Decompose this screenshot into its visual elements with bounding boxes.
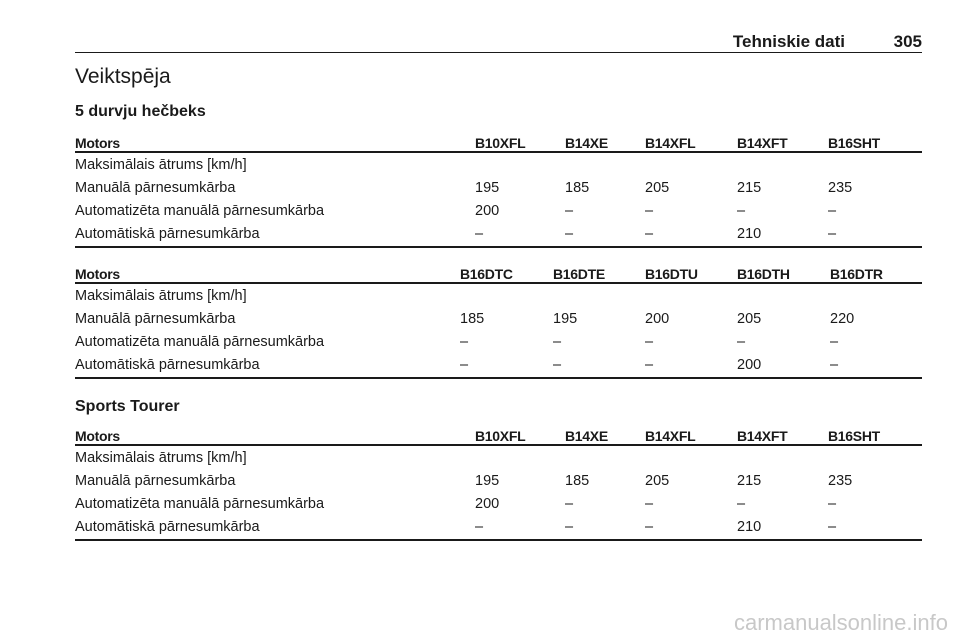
table-cell: – <box>553 334 562 350</box>
table-cell: Manuālā pārnesumkārba <box>75 180 236 196</box>
table-cell: 210 <box>737 519 762 535</box>
table-cell: Automātiskā pārnesumkārba <box>75 519 260 535</box>
table-cell: 215 <box>737 473 762 489</box>
table-cell: Automatizēta manuālā pārnesumkārba <box>75 334 325 350</box>
section-title: 5 durvju hečbeks <box>75 103 206 120</box>
table-cell: – <box>645 203 654 219</box>
table-cell: 205 <box>645 180 670 196</box>
table-cell: – <box>645 519 654 535</box>
table-header-cell: B14XFT <box>737 135 788 151</box>
table-header-cell: B16DTC <box>460 266 513 282</box>
table-cell: 210 <box>737 226 762 242</box>
table-cell: – <box>565 226 574 242</box>
table-header-cell: B16SHT <box>828 428 880 444</box>
table-cell: 200 <box>475 203 500 219</box>
page-number: 305 <box>893 32 922 51</box>
table-cell: 185 <box>460 311 485 327</box>
table-bottom-rule <box>75 539 922 541</box>
table-cell: Automatizēta manuālā pārnesumkārba <box>75 203 325 219</box>
table-header-cell: B10XFL <box>475 135 526 151</box>
table-cell: – <box>737 496 746 512</box>
table-cell: – <box>737 334 746 350</box>
table-header-cell: B14XFT <box>737 428 788 444</box>
table-header-cell: Motors <box>75 135 120 151</box>
header-title: Tehniskie dati <box>732 32 845 51</box>
table-bottom-rule <box>75 246 922 248</box>
table-cell: – <box>565 203 574 219</box>
table-cell: Maksimālais ātrums [km/h] <box>75 450 247 466</box>
table-cell: – <box>565 519 574 535</box>
table-cell: – <box>475 519 484 535</box>
header-rule <box>75 52 922 53</box>
table-cell: – <box>828 496 837 512</box>
table-cell: – <box>460 357 469 373</box>
table-cell: 200 <box>475 496 500 512</box>
table-cell: – <box>830 357 839 373</box>
watermark: carmanualsonline.info <box>733 610 948 635</box>
table-header-cell: B16DTR <box>830 266 883 282</box>
table-cell: 200 <box>737 357 762 373</box>
table-cell: 215 <box>737 180 762 196</box>
table-header-rule <box>75 151 922 153</box>
table-cell: 205 <box>737 311 762 327</box>
table-header-cell: B16DTU <box>645 266 698 282</box>
page-title: Veiktspēja <box>75 65 171 88</box>
table-cell: 220 <box>830 311 855 327</box>
table-cell: 185 <box>565 473 590 489</box>
table-cell: – <box>828 519 837 535</box>
table-cell: – <box>830 334 839 350</box>
table-cell: 200 <box>645 311 670 327</box>
table-cell: Manuālā pārnesumkārba <box>75 311 236 327</box>
table-cell: – <box>645 334 654 350</box>
table-header-cell: B16SHT <box>828 135 880 151</box>
table-cell: Manuālā pārnesumkārba <box>75 473 236 489</box>
table-header-cell: B14XE <box>565 428 608 444</box>
table-cell: 185 <box>565 180 590 196</box>
table-header-cell: B16DTE <box>553 266 605 282</box>
table-cell: – <box>828 203 837 219</box>
table-cell: – <box>737 203 746 219</box>
table-header-cell: Motors <box>75 266 120 282</box>
table-header-rule <box>75 444 922 446</box>
table-cell: 195 <box>475 180 500 196</box>
table-cell: – <box>828 226 837 242</box>
table-header-rule <box>75 282 922 284</box>
table-cell: – <box>565 496 574 512</box>
table-cell: Maksimālais ātrums [km/h] <box>75 288 247 304</box>
table-cell: 195 <box>475 473 500 489</box>
table-cell: – <box>475 226 484 242</box>
table-cell: 205 <box>645 473 670 489</box>
table-header-cell: B14XE <box>565 135 608 151</box>
table-bottom-rule <box>75 377 922 379</box>
table-cell: – <box>460 334 469 350</box>
table-header-cell: B14XFL <box>645 428 696 444</box>
table-cell: Automātiskā pārnesumkārba <box>75 226 260 242</box>
table-cell: Maksimālais ātrums [km/h] <box>75 157 247 173</box>
table-cell: – <box>645 226 654 242</box>
table-header-cell: B10XFL <box>475 428 526 444</box>
table-header-cell: Motors <box>75 428 120 444</box>
table-cell: 235 <box>828 473 853 489</box>
table-header-cell: B14XFL <box>645 135 696 151</box>
table-cell: 195 <box>553 311 578 327</box>
table-cell: – <box>645 357 654 373</box>
table-cell: Automātiskā pārnesumkārba <box>75 357 260 373</box>
section-title: Sports Tourer <box>75 398 180 415</box>
table-cell: – <box>645 496 654 512</box>
table-cell: Automatizēta manuālā pārnesumkārba <box>75 496 325 512</box>
table-cell: 235 <box>828 180 853 196</box>
table-header-cell: B16DTH <box>737 266 790 282</box>
table-cell: – <box>553 357 562 373</box>
